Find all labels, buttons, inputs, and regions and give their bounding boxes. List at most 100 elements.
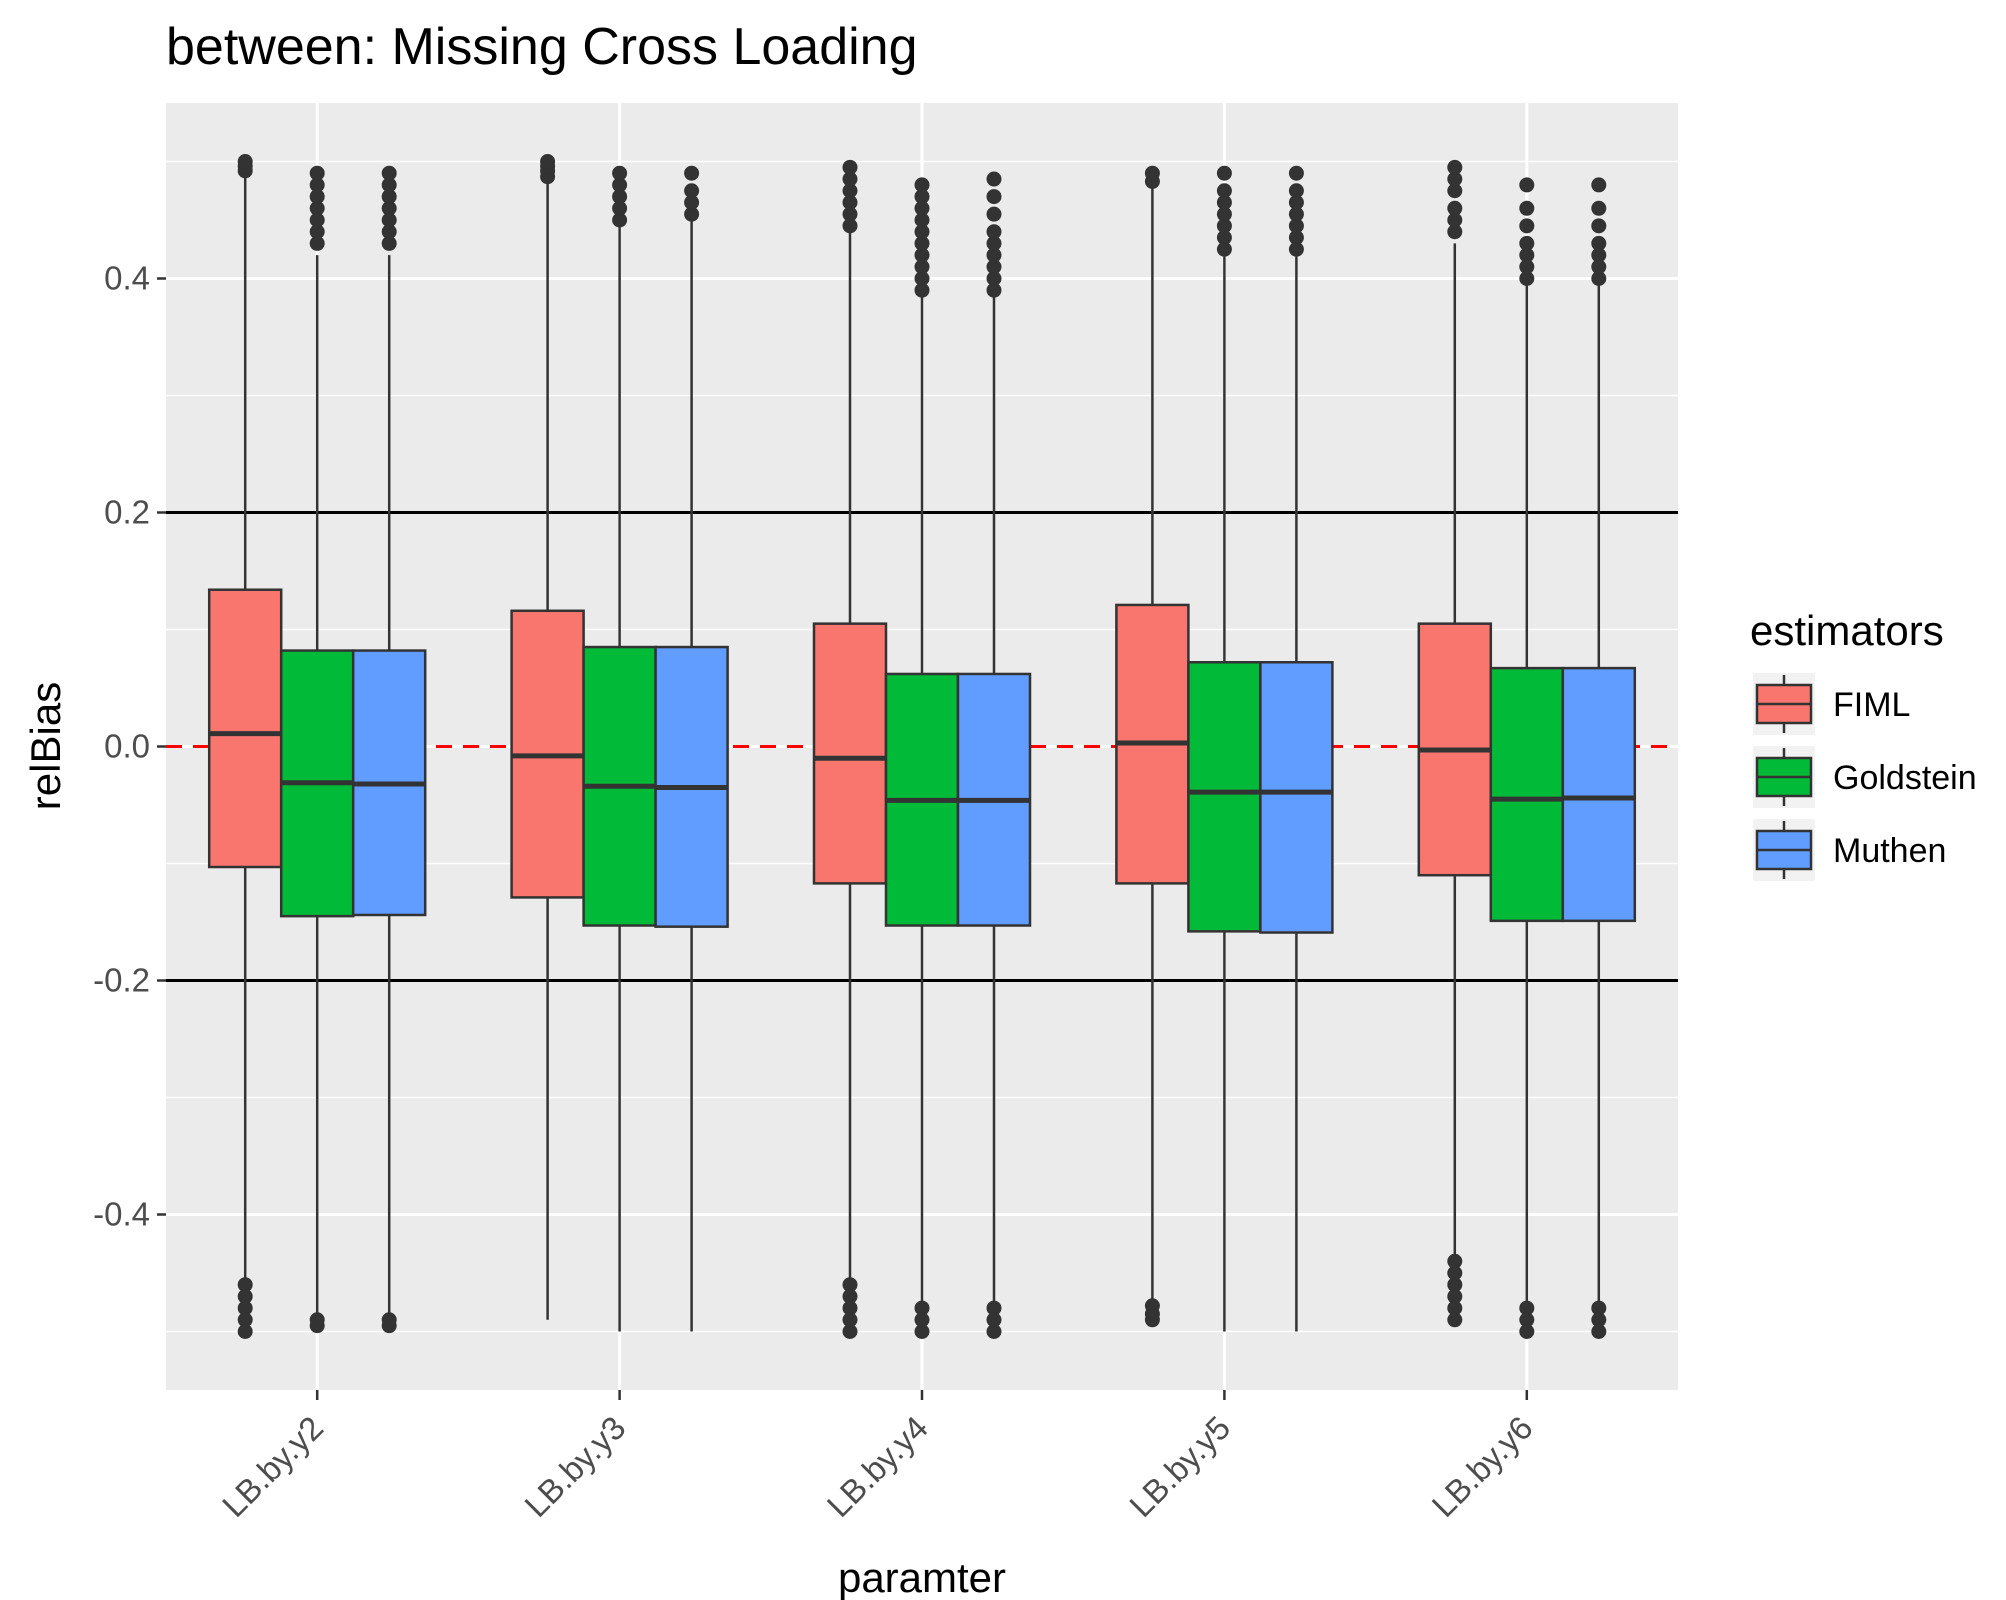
outlier-point <box>381 1318 397 1334</box>
boxplot-goldstein-5 <box>1489 177 1565 1339</box>
boxplot-goldstein-3 <box>884 177 960 1339</box>
outlier-point <box>684 194 700 210</box>
outlier-point <box>914 224 930 240</box>
y-tick-label: 0.4 <box>104 260 150 297</box>
outlier-point <box>842 1277 858 1293</box>
outlier-point <box>1519 218 1535 234</box>
y-tick-label: -0.4 <box>93 1196 150 1233</box>
boxplot-muthen-5 <box>1561 177 1637 1339</box>
y-tick-label: 0.2 <box>104 494 150 531</box>
outlier-point <box>842 159 858 175</box>
box <box>812 622 888 885</box>
outlier-point <box>986 1300 1002 1316</box>
outlier-point <box>1447 1253 1463 1269</box>
outlier-point <box>986 189 1002 205</box>
outlier-point <box>612 200 628 216</box>
box <box>1259 661 1334 934</box>
outlier-point <box>1447 224 1463 240</box>
legend-keys: FIML Goldstein Muthen <box>1753 673 1977 881</box>
outlier-point <box>986 271 1002 286</box>
outlier-point <box>1447 212 1463 228</box>
outlier-point <box>1591 1312 1607 1328</box>
outlier-point <box>914 1312 930 1328</box>
outlier-point <box>684 165 700 181</box>
outlier-point <box>684 183 700 199</box>
outlier-point <box>1288 183 1304 199</box>
outlier-point <box>1519 1300 1535 1316</box>
outlier-point <box>381 177 397 193</box>
outlier-point <box>914 282 930 298</box>
boxplot-muthen-3 <box>956 171 1032 1339</box>
outlier-point <box>842 1312 858 1328</box>
outlier-point <box>381 224 397 240</box>
outlier-point <box>381 200 397 216</box>
outlier-point <box>1519 177 1535 193</box>
x-axis-title: paramter <box>838 1554 1006 1600</box>
x-tick-label: LB.by.y2 <box>215 1409 330 1524</box>
outlier-point <box>842 1324 858 1339</box>
outlier-point <box>1288 206 1304 222</box>
outlier-point <box>1216 194 1232 210</box>
outlier-point <box>309 224 325 240</box>
boxplot-fiml-1 <box>207 154 283 1339</box>
outlier-point <box>1288 165 1304 181</box>
outlier-point <box>914 247 930 263</box>
outlier-point <box>1216 218 1232 234</box>
outlier-point <box>1288 218 1304 234</box>
outlier-point <box>612 212 628 228</box>
legend-item-muthen: Muthen <box>1753 819 1946 881</box>
outlier-point <box>1519 247 1535 263</box>
outlier-point <box>914 1324 930 1339</box>
outlier-point <box>237 1288 253 1304</box>
outlier-point <box>914 189 930 205</box>
outlier-point <box>237 1324 253 1339</box>
outlier-point <box>1216 206 1232 222</box>
outlier-point <box>842 206 858 222</box>
x-tick-label: LB.by.y4 <box>820 1409 935 1524</box>
outlier-point <box>1447 1288 1463 1304</box>
outlier-point <box>914 259 930 275</box>
outlier-point <box>1519 1312 1535 1328</box>
outlier-point <box>1447 183 1463 199</box>
outlier-point <box>986 247 1002 263</box>
outlier-point <box>612 189 628 205</box>
outlier-point <box>1591 218 1607 234</box>
x-tick-label: LB.by.y5 <box>1122 1409 1237 1524</box>
outlier-point <box>1519 271 1535 286</box>
outlier-point <box>842 1300 858 1316</box>
boxplot-fiml-3 <box>812 159 888 1339</box>
boxplot-goldstein-1 <box>279 165 355 1334</box>
outlier-point <box>1144 165 1160 181</box>
outlier-point <box>986 259 1002 275</box>
outlier-point <box>237 1300 253 1316</box>
outlier-point <box>1591 177 1607 193</box>
legend-label: Muthen <box>1833 832 1946 870</box>
outlier-point <box>309 165 325 181</box>
outlier-point <box>914 177 930 193</box>
outlier-point <box>237 1312 253 1328</box>
y-tick-label: 0.0 <box>104 728 150 765</box>
legend-label: FIML <box>1833 686 1910 724</box>
box <box>207 588 283 869</box>
boxplot-fiml-2 <box>510 154 585 1320</box>
outlier-point <box>986 1324 1002 1339</box>
outlier-point <box>612 177 628 193</box>
outlier-point <box>684 206 700 222</box>
outlier-point <box>842 1288 858 1304</box>
outlier-point <box>309 1318 325 1334</box>
outlier-point <box>1447 159 1463 175</box>
outlier-point <box>1519 235 1535 251</box>
outlier-point <box>986 206 1002 222</box>
x-tick-label: LB.by.y3 <box>517 1409 632 1524</box>
outlier-point <box>1216 230 1232 246</box>
outlier-point <box>842 183 858 199</box>
outlier-point <box>1288 194 1304 210</box>
outlier-point <box>1591 1324 1607 1339</box>
outlier-point <box>309 189 325 205</box>
outlier-point <box>914 1300 930 1316</box>
outlier-point <box>1216 165 1232 181</box>
outlier-point <box>1591 247 1607 263</box>
outlier-point <box>309 235 325 251</box>
